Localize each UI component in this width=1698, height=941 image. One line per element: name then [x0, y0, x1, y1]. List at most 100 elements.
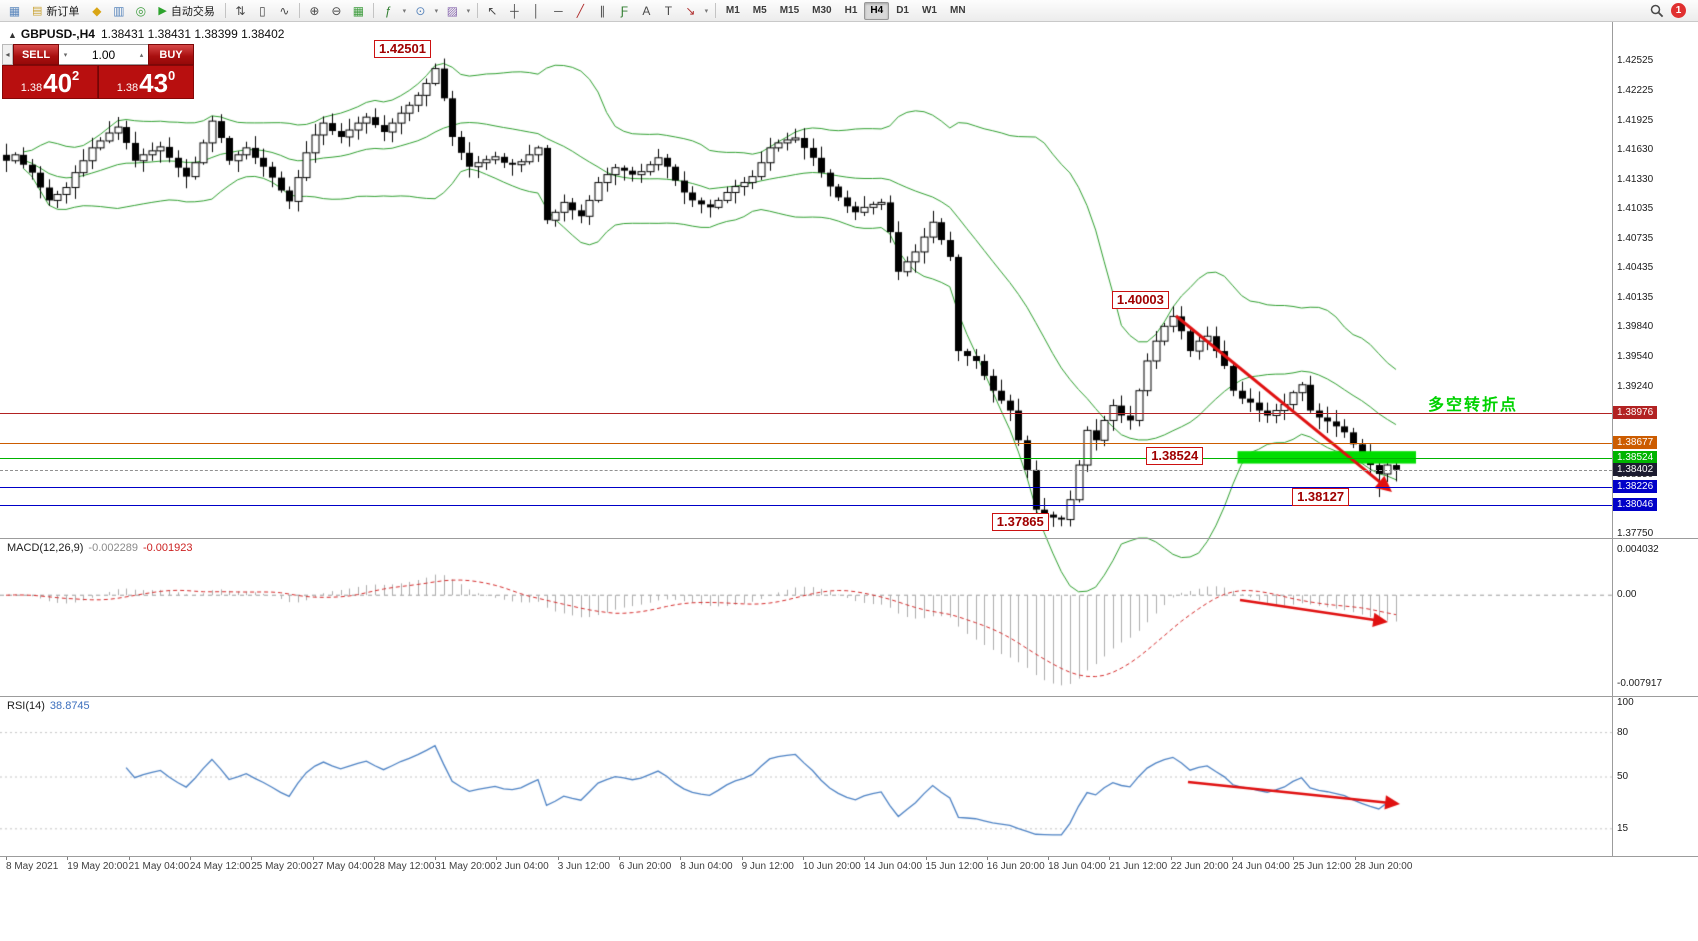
macd-panel-separator[interactable] [0, 538, 1698, 539]
label-icon[interactable]: T [664, 3, 673, 18]
line-chart-icon[interactable]: ∿ [279, 3, 290, 18]
candlestick-chart-icon[interactable]: ▯ [259, 3, 266, 18]
volume-up-icon[interactable]: ▴ [139, 51, 144, 59]
profiles-icon[interactable]: ▥ [113, 3, 125, 18]
tile-windows-icon[interactable]: ▦ [352, 3, 365, 18]
timeframe-button-m5[interactable]: M5 [752, 4, 767, 16]
price-hline[interactable] [0, 469, 1612, 471]
period-icon[interactable]: ⊙ [415, 3, 426, 18]
time-axis-label: 21 May 04:00 [128, 861, 190, 872]
time-axis-tick [986, 856, 988, 860]
price-hline[interactable] [0, 412, 1612, 414]
price-hline[interactable] [0, 442, 1612, 444]
rsi-panel-separator[interactable] [0, 696, 1698, 697]
time-axis-label: 8 May 2021 [6, 861, 59, 872]
timeframe-button-m1[interactable]: M1 [725, 4, 740, 16]
templates-icon[interactable]: ▨ [446, 3, 459, 18]
toolbar-separator [372, 3, 374, 18]
time-axis-tick [1293, 856, 1295, 860]
price-axis-label: 1.41630 [1617, 143, 1654, 155]
price-callout[interactable]: 1.40003 [1111, 291, 1169, 310]
symbol-header: ▲ GBPUSD-,H4 1.38431 1.38431 1.38399 1.384… [8, 27, 284, 41]
price-callout[interactable]: 1.42501 [374, 39, 431, 58]
autotrade-label: 自动交易 [170, 5, 215, 18]
macd-header: MACD(12,26,9) -0.002289 -0.001923 [7, 542, 193, 554]
horizontal-line-icon[interactable]: ─ [554, 3, 563, 18]
macd-axis-label: 0.00 [1617, 589, 1637, 601]
price-line-tag: 1.38976 [1613, 405, 1658, 419]
new-order-icon: ▤ [32, 5, 43, 17]
ask-price[interactable]: 1.38 43 0 [98, 65, 194, 99]
time-axis-tick [435, 856, 437, 860]
price-axis-label: 1.40735 [1617, 232, 1654, 244]
autotrade-button[interactable]: ▶ 自动交易 [152, 1, 220, 20]
sell-button[interactable]: SELL [13, 44, 59, 65]
ask-small: 1.38 [116, 82, 139, 94]
timeframe-button-m30[interactable]: M30 [812, 4, 832, 16]
time-axis-tick [1170, 856, 1172, 860]
time-axis-label: 9 Jun 12:00 [741, 861, 794, 872]
search-icon[interactable] [1650, 4, 1664, 18]
data-window-icon[interactable]: ◎ [135, 3, 147, 18]
timeframe-button-m15[interactable]: M15 [779, 4, 800, 16]
timeframe-button-h4[interactable]: H4 [864, 1, 890, 20]
rsi-axis-label: 80 [1617, 726, 1629, 738]
vertical-line-icon[interactable]: │ [532, 3, 541, 18]
templates-caret-icon[interactable]: ▾ [466, 7, 471, 15]
chart-plot-area[interactable] [0, 22, 1698, 941]
text-icon[interactable]: A [642, 3, 651, 18]
fibonacci-icon[interactable]: Ƒ [620, 3, 629, 18]
arrows-icon[interactable]: ↘ [685, 3, 696, 18]
zoom-out-icon[interactable]: ⊖ [331, 3, 342, 18]
time-axis-tick [741, 856, 743, 860]
time-axis-tick [619, 856, 620, 860]
time-axis-label: 22 Jun 20:00 [1170, 861, 1229, 872]
collapse-icon[interactable]: ◂ [2, 44, 13, 65]
chart-window-icon[interactable]: ▦ [8, 3, 21, 18]
bid-big: 40 [43, 68, 73, 98]
bid-price[interactable]: 1.38 40 2 [2, 65, 98, 99]
time-axis-label: 28 Jun 20:00 [1354, 861, 1413, 872]
price-hline[interactable] [0, 487, 1612, 489]
time-axis-border [0, 856, 1698, 857]
volume-input[interactable]: 1.00 [91, 47, 116, 62]
timeframe-button-d1[interactable]: D1 [896, 4, 909, 16]
indicators-icon[interactable]: ƒ [385, 3, 392, 18]
price-axis-label: 1.40135 [1617, 292, 1654, 304]
one-click-controls: ◂ SELL ▾ 1.00 ▴ BUY [2, 44, 194, 65]
zoom-in-icon[interactable]: ⊕ [309, 3, 320, 18]
price-callout[interactable]: 1.38127 [1292, 488, 1350, 507]
period-caret-icon[interactable]: ▾ [434, 7, 439, 15]
bid-small: 1.38 [20, 82, 43, 94]
channel-icon[interactable]: ∥ [599, 3, 606, 18]
time-axis-label: 24 Jun 04:00 [1232, 861, 1290, 872]
trendline-icon[interactable]: ╱ [576, 3, 584, 18]
crosshair-icon[interactable]: ┼ [510, 3, 519, 18]
price-callout[interactable]: 1.38524 [1146, 446, 1204, 465]
one-click-trading-widget: ◂ SELL ▾ 1.00 ▴ BUY 1.38 40 2 1.38 43 0 [2, 44, 194, 99]
rsi-value: 38.8745 [49, 700, 90, 712]
price-callout[interactable]: 1.37865 [991, 513, 1049, 532]
cursor-icon[interactable]: ↖ [487, 3, 498, 18]
price-hline[interactable] [0, 505, 1612, 507]
annotation-text[interactable]: 多空转折点 [1428, 397, 1519, 414]
timeframe-button-w1[interactable]: W1 [921, 4, 937, 16]
timeframe-button-mn[interactable]: MN [949, 4, 966, 16]
new-order-button[interactable]: ▤ 新订单 [26, 1, 85, 20]
indicators-caret-icon[interactable]: ▾ [402, 7, 407, 15]
arrows-caret-icon[interactable]: ▾ [704, 7, 709, 15]
new-order-label: 新订单 [46, 5, 80, 18]
time-axis-label: 6 Jun 20:00 [619, 861, 672, 872]
timeframe-button-h1[interactable]: H1 [844, 4, 858, 16]
charts-stack-icon[interactable]: ◆ [92, 3, 102, 18]
time-axis-label: 8 Jun 04:00 [680, 861, 733, 872]
bars-chart-icon[interactable]: ⇅ [235, 3, 246, 18]
notification-badge[interactable]: 1 [1671, 3, 1686, 18]
time-axis-tick [189, 856, 191, 860]
price-hline[interactable] [0, 457, 1612, 459]
buy-button[interactable]: BUY [148, 44, 194, 65]
volume-down-icon[interactable]: ▾ [63, 51, 68, 59]
rsi-axis-label: 15 [1617, 822, 1629, 834]
time-axis-label: 27 May 04:00 [312, 861, 374, 872]
